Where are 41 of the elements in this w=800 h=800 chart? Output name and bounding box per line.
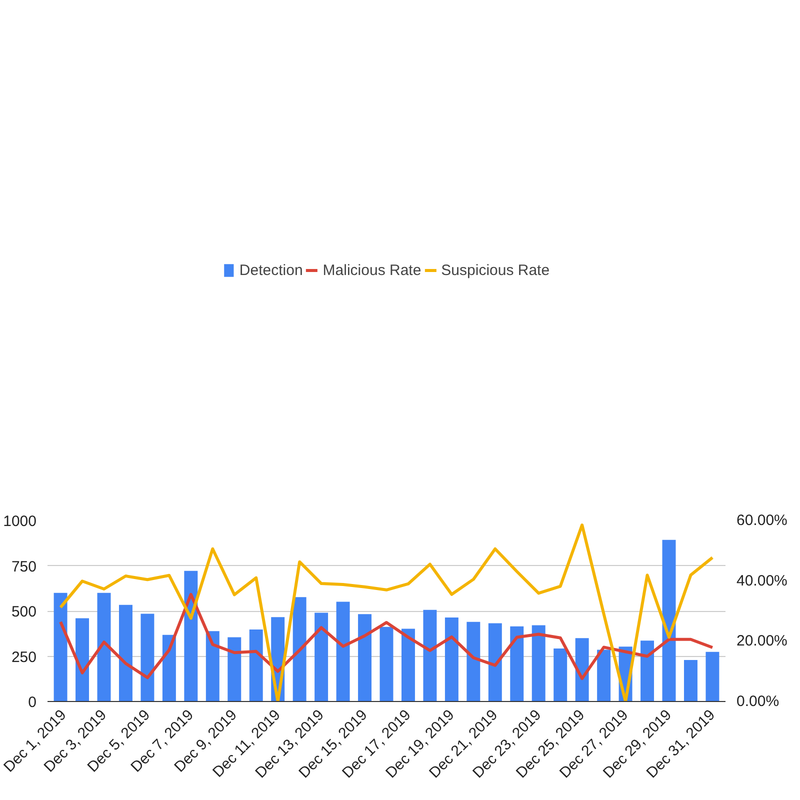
line-series [59, 592, 714, 680]
y-tick-label: 750 [11, 558, 37, 576]
bar [575, 638, 589, 702]
y-tick-label: 1000 [3, 513, 37, 530]
bar [706, 652, 720, 702]
bar [336, 602, 350, 702]
bar [554, 648, 568, 702]
y2-tick-label: 0.00% [736, 693, 780, 710]
bar [76, 618, 90, 702]
legend-label: Malicious Rate [322, 262, 422, 278]
bar [597, 650, 611, 702]
bar [684, 660, 698, 702]
bar [401, 628, 415, 702]
bar [510, 626, 524, 702]
legend-label: Detection [239, 262, 303, 278]
bar [162, 634, 176, 702]
bar [118, 604, 132, 702]
bar [444, 618, 458, 702]
bar [140, 614, 154, 702]
y2-tick-label: 20.00% [736, 632, 788, 650]
bar [358, 614, 372, 702]
legend-label: Suspicious Rate [441, 262, 550, 278]
bar [97, 592, 111, 702]
bar [249, 629, 263, 702]
y2-tick-label: 60.00% [736, 512, 788, 529]
bar [206, 631, 220, 702]
bar [314, 612, 328, 702]
bar [423, 610, 437, 702]
bar [532, 625, 546, 702]
bar [292, 597, 306, 702]
y-tick-label: 0 [28, 694, 36, 711]
bar [640, 640, 654, 702]
y-tick-label: 250 [11, 648, 37, 666]
y2-tick-label: 40.00% [736, 572, 788, 590]
bar [466, 622, 480, 702]
y-tick-label: 500 [11, 604, 37, 620]
bar [54, 592, 68, 702]
bar [488, 623, 502, 702]
bar [380, 626, 394, 702]
line-series [59, 524, 714, 702]
bar [228, 637, 242, 702]
